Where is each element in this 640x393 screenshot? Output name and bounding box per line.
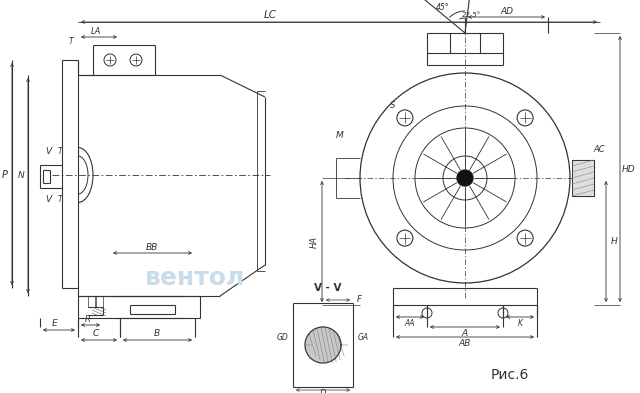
Text: LA: LA	[91, 26, 101, 35]
Text: K: K	[518, 318, 522, 327]
Text: V: V	[45, 147, 51, 156]
Text: HD: HD	[622, 165, 636, 173]
Text: M: M	[336, 132, 344, 141]
Text: AD: AD	[500, 7, 513, 15]
Text: C: C	[93, 329, 99, 338]
Text: вентол: вентол	[145, 266, 245, 290]
Circle shape	[457, 170, 473, 186]
Text: V - V: V - V	[314, 283, 342, 293]
Text: GD: GD	[277, 332, 289, 342]
Text: T: T	[58, 195, 62, 204]
Circle shape	[458, 171, 472, 185]
Text: P: P	[2, 170, 8, 180]
Text: AC: AC	[593, 145, 605, 154]
Text: LC: LC	[264, 10, 276, 20]
Text: D: D	[320, 389, 326, 393]
Text: R: R	[85, 314, 91, 323]
Text: Рис.6: Рис.6	[491, 368, 529, 382]
Text: N: N	[18, 171, 24, 180]
Text: T: T	[68, 37, 74, 46]
Text: BB: BB	[146, 242, 158, 252]
Polygon shape	[305, 327, 341, 363]
Text: V: V	[45, 195, 51, 204]
Bar	[572, 160, 594, 196]
Text: S: S	[390, 101, 396, 110]
Text: 22,5°: 22,5°	[462, 12, 482, 18]
Text: AB: AB	[459, 338, 471, 347]
Bar	[88, 296, 96, 307]
Text: H: H	[611, 237, 618, 246]
Bar	[95, 296, 103, 307]
Text: AA: AA	[404, 318, 415, 327]
Text: F: F	[356, 296, 362, 305]
Text: E: E	[52, 318, 58, 327]
Text: 45°: 45°	[436, 4, 450, 13]
Text: GA: GA	[357, 332, 369, 342]
Text: HA: HA	[310, 235, 319, 248]
Text: B: B	[154, 329, 160, 338]
Text: T: T	[58, 147, 62, 156]
Text: A: A	[462, 329, 468, 338]
